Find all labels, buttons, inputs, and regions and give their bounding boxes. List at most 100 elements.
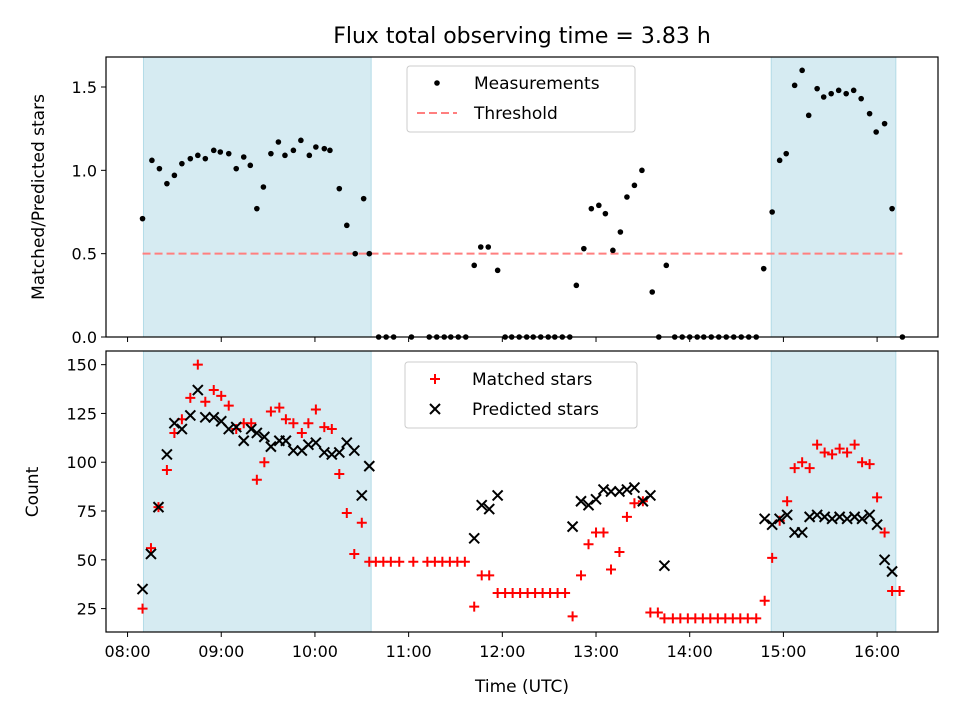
- measurement-point: [321, 145, 328, 152]
- measurement-point: [610, 247, 616, 254]
- x-tick-label: 09:00: [198, 642, 244, 661]
- predicted-star-point: [356, 489, 368, 502]
- measurement-point: [791, 82, 798, 89]
- plot-frame: [105, 350, 939, 633]
- measurement-point: [290, 147, 297, 154]
- matched-star-point: [767, 552, 778, 563]
- predicted-star-point: [856, 513, 868, 525]
- matched-star-point: [251, 474, 262, 485]
- measurement-point: [805, 112, 812, 119]
- predicted-star-point: [184, 409, 197, 422]
- matched-star-point: [797, 457, 808, 468]
- predicted-star-point: [863, 509, 876, 521]
- predicted-star-point: [230, 421, 242, 433]
- matched-star-point: [576, 570, 587, 581]
- measurement-point: [210, 147, 217, 154]
- matched-star-point: [652, 607, 663, 618]
- measurement-point: [260, 184, 267, 190]
- predicted-star-point: [208, 411, 220, 424]
- matched-star-point: [804, 463, 815, 474]
- predicted-star-point: [245, 423, 257, 435]
- predicted-star-point: [628, 481, 641, 494]
- y-tick-label: 25: [77, 600, 97, 619]
- measurement-point: [352, 250, 359, 257]
- shaded-interval: [770, 350, 897, 633]
- x-tick-label: 10:00: [292, 642, 338, 661]
- measurement-point: [776, 157, 783, 164]
- predicted-star-point: [238, 435, 250, 447]
- y-tick-label: 100: [66, 453, 97, 472]
- legend-matched-marker: [430, 374, 440, 384]
- matched-star-point: [200, 396, 211, 407]
- predicted-star-point: [145, 548, 157, 560]
- measurement-point: [202, 155, 209, 162]
- y-axis-label-top: Matched/Predicted stars: [29, 94, 49, 300]
- matched-star-point: [849, 439, 860, 450]
- y-tick-label: 0.5: [72, 245, 97, 264]
- measurement-point: [760, 265, 767, 272]
- predicted-star-point: [152, 501, 165, 513]
- matched-star-point: [812, 439, 823, 450]
- matched-star-point: [310, 404, 321, 415]
- measurement-point: [171, 172, 178, 179]
- predicted-star-point: [637, 495, 649, 507]
- measurement-point: [164, 180, 170, 187]
- matched-star-point: [857, 457, 868, 468]
- predicted-star-point: [597, 483, 610, 496]
- predicted-star-point: [621, 483, 633, 496]
- measurement-point: [275, 139, 282, 145]
- measurement-point: [828, 90, 834, 97]
- predicted-star-point: [878, 554, 891, 566]
- measurement-point: [588, 205, 595, 212]
- predicted-star-point: [590, 493, 602, 506]
- predicted-star-point: [605, 485, 617, 498]
- matched-star-point: [614, 546, 625, 557]
- legend-label: Predicted stars: [472, 400, 599, 420]
- matched-star-point: [459, 556, 470, 567]
- predicted-star-point: [476, 499, 488, 511]
- y-tick-label: 0.0: [72, 328, 97, 347]
- legend-predicted-marker: [429, 403, 441, 415]
- measurement-point: [631, 182, 638, 189]
- matched-star-point: [567, 611, 578, 622]
- predicted-star-point: [566, 520, 579, 533]
- matched-star-point: [583, 539, 594, 550]
- measurement-point: [485, 244, 492, 250]
- measurement-point: [282, 152, 288, 159]
- shaded-interval: [142, 56, 372, 338]
- measurement-point: [366, 250, 373, 257]
- matched-star-point: [469, 601, 480, 612]
- matched-star-point: [819, 447, 830, 458]
- matched-star-point: [319, 422, 330, 433]
- measurement-point: [336, 185, 343, 192]
- matched-star-point: [621, 511, 632, 522]
- legend-box: [404, 361, 638, 429]
- matched-star-point: [288, 418, 299, 429]
- x-tick-label: 12:00: [479, 642, 525, 661]
- measurement-point: [240, 154, 247, 160]
- measurement-point: [313, 144, 319, 150]
- measurement-point: [639, 167, 645, 174]
- predicted-star-point: [333, 446, 346, 459]
- measurement-point: [663, 262, 670, 269]
- matched-star-point: [137, 603, 148, 614]
- measurement-point: [268, 150, 274, 157]
- measurement-point: [179, 160, 185, 167]
- predicted-star-point: [758, 513, 771, 525]
- plot-frame: [105, 56, 939, 338]
- measurement-point: [814, 85, 820, 92]
- matched-star-point: [349, 548, 360, 559]
- matched-star-point: [864, 459, 875, 470]
- measurement-point: [573, 282, 580, 289]
- predicted-star-point: [613, 485, 626, 498]
- measurement-point: [769, 209, 775, 215]
- matched-star-point: [484, 570, 495, 581]
- measurement-point: [156, 165, 163, 172]
- measurement-point: [783, 150, 790, 157]
- shaded-interval: [770, 56, 897, 338]
- x-tick-label: 14:00: [667, 642, 713, 661]
- matched-star-point: [894, 586, 905, 597]
- legend-measurement-marker: [434, 80, 440, 86]
- predicted-star-point: [796, 526, 808, 539]
- matched-star-point: [216, 390, 227, 401]
